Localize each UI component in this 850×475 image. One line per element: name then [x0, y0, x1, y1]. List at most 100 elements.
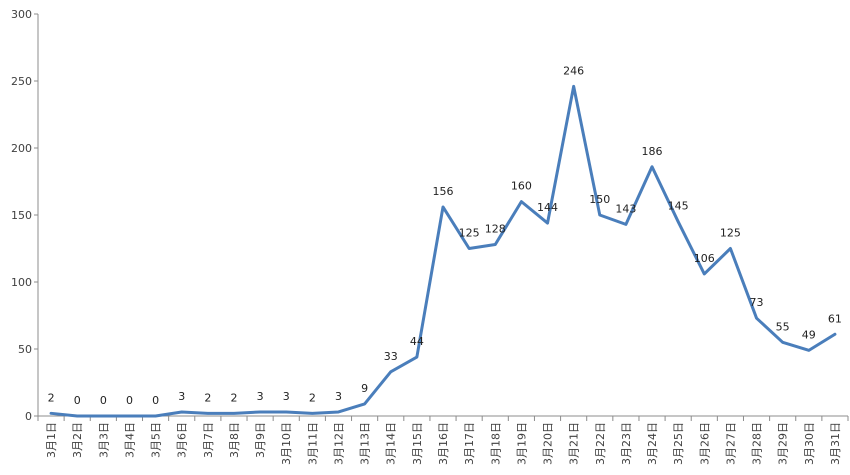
x-tick-label: 3月16日 [437, 422, 450, 465]
data-point [755, 316, 758, 320]
data-label: 2 [48, 391, 55, 404]
data-label: 0 [74, 394, 81, 407]
data-label: 33 [384, 350, 398, 363]
data-point [650, 165, 654, 168]
y-tick-label: 300 [11, 8, 32, 21]
data-point [598, 213, 601, 217]
data-label: 125 [720, 227, 741, 240]
y-tick-label: 250 [11, 75, 32, 88]
data-label: 61 [828, 312, 842, 325]
x-tick-label: 3月27日 [724, 422, 737, 465]
x-tick-label: 3月9日 [254, 422, 267, 458]
data-point [311, 412, 314, 415]
data-point [49, 412, 53, 415]
data-label: 55 [776, 320, 790, 333]
x-tick-label: 3月11日 [306, 422, 319, 465]
data-label: 0 [152, 394, 159, 407]
data-label: 44 [410, 335, 424, 348]
data-label: 150 [589, 193, 610, 206]
data-point [285, 410, 288, 414]
data-point [546, 221, 549, 225]
x-tick-label: 3月5日 [150, 422, 163, 458]
data-label: 160 [511, 180, 532, 193]
data-label: 0 [126, 394, 133, 407]
y-tick-label: 150 [11, 209, 32, 222]
data-point [572, 85, 575, 88]
x-tick-label: 3月13日 [359, 422, 372, 465]
data-point [102, 414, 105, 418]
data-label: 2 [309, 391, 316, 404]
data-label: 73 [750, 296, 764, 309]
data-label: 3 [335, 390, 342, 403]
x-tick-label: 3月3日 [97, 422, 110, 458]
data-label: 143 [615, 202, 636, 215]
x-tick-label: 3月21日 [568, 422, 581, 465]
data-point [154, 414, 157, 418]
x-tick-label: 3月8日 [228, 422, 241, 458]
x-axis: 3月1日 3月2日 3月3日 3月4日 3月5日 3月6日 3月7日 3月8日 3月9日 3月10… [37, 415, 849, 465]
data-label: 3 [178, 390, 185, 403]
x-tick-label: 3月31日 [829, 422, 842, 465]
x-tick-label: 3月1日 [45, 422, 58, 458]
series-layer [49, 84, 837, 418]
x-tick-label: 3月20日 [542, 422, 555, 465]
y-tick-label: 50 [18, 343, 32, 356]
x-tick-label: 3月14日 [385, 422, 398, 465]
data-point [807, 349, 811, 352]
data-point [520, 200, 523, 203]
x-tick-label: 3月15日 [411, 422, 424, 465]
data-point [676, 220, 680, 223]
data-point [833, 333, 837, 336]
data-point [206, 412, 210, 415]
data-point [180, 410, 183, 414]
x-tick-label: 3月4日 [123, 422, 136, 458]
data-point [441, 205, 445, 209]
data-label: 9 [361, 382, 368, 395]
data-label: 2 [204, 391, 211, 404]
x-tick-label: 3月26日 [698, 422, 711, 465]
data-point [703, 272, 706, 276]
x-tick-label: 3月18日 [489, 422, 502, 465]
data-label: 144 [537, 201, 558, 214]
data-point [232, 412, 236, 415]
x-tick-label: 3月17日 [463, 422, 476, 465]
data-point [128, 414, 131, 418]
data-point [494, 243, 497, 246]
x-tick-label: 3月2日 [71, 422, 84, 458]
data-label: 106 [694, 252, 715, 265]
data-label: 3 [257, 390, 264, 403]
data-label: 156 [433, 185, 454, 198]
y-tick-label: 100 [11, 276, 32, 289]
data-point [624, 223, 628, 226]
x-tick-label: 3月28日 [751, 422, 764, 465]
data-label: 2 [230, 391, 237, 404]
data-point [467, 247, 471, 250]
x-tick-label: 3月7日 [202, 422, 215, 458]
series-line [49, 84, 837, 418]
data-label: 246 [563, 64, 584, 77]
x-tick-label: 3月24日 [646, 422, 659, 465]
data-point [389, 370, 392, 373]
x-tick-label: 3月19日 [515, 422, 528, 465]
x-tick-label: 3月6日 [176, 422, 189, 458]
x-tick-label: 3月22日 [594, 422, 607, 465]
y-tick-label: 0 [25, 410, 32, 423]
data-label: 128 [485, 222, 506, 235]
x-tick-label: 3月25日 [672, 422, 685, 465]
data-point [337, 410, 340, 414]
data-point [258, 410, 262, 414]
x-tick-label: 3月10日 [280, 422, 293, 465]
data-label: 145 [668, 200, 689, 213]
data-label: 3 [283, 390, 290, 403]
data-point [729, 247, 732, 250]
data-point [363, 402, 366, 406]
data-label: 125 [459, 227, 480, 240]
x-tick-label: 3月12日 [332, 422, 345, 465]
x-tick-label: 3月29日 [777, 422, 790, 465]
data-point [75, 414, 79, 418]
x-tick-label: 3月30日 [803, 422, 816, 465]
y-tick-label: 200 [11, 142, 32, 155]
data-point [415, 355, 419, 359]
